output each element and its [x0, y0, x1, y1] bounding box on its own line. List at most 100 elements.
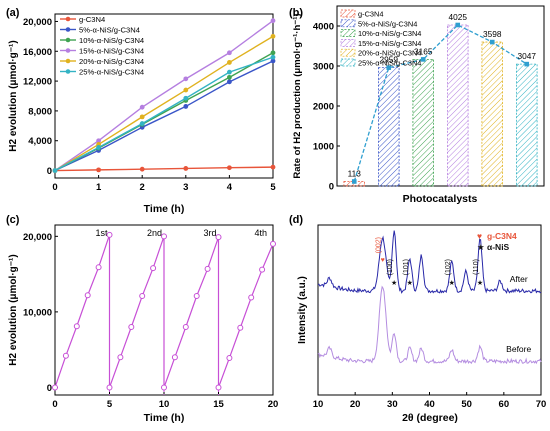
d-legend-label: g-C3N4	[487, 231, 517, 241]
b-bar	[516, 63, 538, 187]
a-series-line	[54, 35, 274, 172]
a-data-point	[227, 79, 232, 85]
d-xtick-label: 60	[499, 399, 510, 410]
c-data-point	[226, 354, 233, 361]
c-xtick-label: 10	[159, 399, 170, 410]
a-xtick-label: 0	[52, 182, 57, 193]
a-data-point	[270, 58, 276, 64]
a-ytick-label: 0	[47, 166, 52, 177]
a-data-point	[270, 18, 276, 24]
a-legend-label: 20%-α-NiS/g-C3N4	[79, 57, 144, 66]
c-data-point	[248, 294, 255, 301]
a-ytick-label: 12,000	[23, 77, 52, 88]
d-xtick-label: 40	[424, 399, 435, 410]
b-legend-label: 10%-α-NiS/g-C3N4	[358, 29, 421, 38]
panel-b: (b) 0 1000 2000 3000 4000 113 2959 3165 4025 359…	[289, 5, 545, 205]
b-value-label: 4025	[449, 12, 468, 22]
c-data-point	[84, 292, 91, 299]
b-ytick-label: 2000	[313, 102, 334, 113]
c-xtick-label: 15	[213, 399, 224, 410]
panel-d-xlabel: 2θ (degree)	[402, 412, 458, 424]
b-bar	[481, 41, 503, 187]
d-star-marker: ★	[391, 279, 397, 287]
c-cycle-label: 1st	[95, 228, 108, 238]
a-data-point	[139, 104, 145, 110]
a-legend-marker	[65, 48, 71, 53]
a-legend-label: 25%-α-NiS/g-C3N4	[79, 68, 144, 77]
d-legend-symbol: ♥	[477, 231, 482, 241]
a-legend-marker	[65, 37, 71, 43]
c-xtick-label: 0	[52, 399, 57, 410]
b-trend-line	[353, 24, 528, 182]
d-xtick-label: 10	[313, 399, 324, 410]
panel-b-xlabel: Photocatalysts	[403, 193, 478, 205]
d-heart-marker: ♥	[381, 257, 385, 264]
b-legend-label: 20%-α-NiS/g-C3N4	[358, 49, 421, 58]
a-data-point	[270, 50, 276, 56]
panel-a: (a) 0 1 2 3 4 5 0 4,000 8,000 12,000 16,000 20,000…	[6, 7, 276, 215]
b-trend-point	[489, 39, 495, 45]
c-data-point	[204, 265, 211, 272]
b-bar	[412, 59, 434, 187]
b-ytick-label: 0	[329, 182, 334, 193]
b-legend-swatch	[340, 58, 356, 67]
d-xtick-label: 20	[350, 399, 361, 410]
a-data-point	[227, 165, 232, 171]
a-data-point	[227, 50, 232, 56]
a-series-line	[54, 166, 274, 172]
a-data-point	[270, 33, 276, 39]
a-data-point	[270, 164, 276, 170]
d-star-marker: ★	[449, 279, 455, 287]
c-ytick-label: 20,000	[23, 232, 52, 243]
a-data-point	[183, 104, 189, 109]
panel-b-letter: (b)	[289, 7, 303, 19]
panel-a-xlabel: Time (h)	[144, 203, 185, 215]
b-value-label: 3047	[518, 51, 537, 61]
a-legend-label: 10%-α-NiS/g-C3N4	[79, 36, 144, 45]
d-pattern-line	[317, 230, 542, 294]
a-series-line	[54, 56, 274, 172]
a-data-point	[139, 121, 145, 126]
b-ytick-label: 4000	[313, 22, 334, 33]
a-ytick-label: 20,000	[23, 17, 52, 28]
panel-a-ylabel: H2 evolution (μmol·g⁻¹)	[8, 40, 19, 151]
c-ytick-label: 10,000	[23, 307, 52, 318]
b-legend-swatch	[340, 9, 356, 18]
c-data-point	[73, 323, 80, 330]
a-data-point	[139, 166, 145, 172]
a-legend-marker	[65, 69, 71, 74]
c-data-point	[62, 352, 69, 359]
panel-d-ylabel: Intensity (a.u.)	[297, 276, 308, 344]
c-data-point	[106, 231, 113, 238]
a-ytick-label: 4,000	[28, 136, 52, 147]
panel-c-xlabel: Time (h)	[144, 412, 185, 424]
c-data-point	[52, 384, 58, 391]
a-series-line	[54, 60, 274, 172]
d-xtick-label: 30	[387, 399, 398, 410]
b-bar	[446, 24, 469, 187]
d-legend-label: α-NiS	[487, 242, 510, 252]
d-plane-label: (002)	[376, 237, 383, 253]
c-data-point	[215, 384, 222, 391]
b-ytick-label: 1000	[313, 142, 334, 153]
a-data-point	[183, 87, 189, 93]
b-legend-label: g-C3N4	[358, 10, 383, 19]
a-legend-label: 5%-α-NiS/g-C3N4	[79, 26, 140, 35]
a-data-point	[183, 166, 189, 171]
c-data-point	[171, 354, 178, 361]
a-xtick-label: 3	[183, 182, 188, 193]
b-legend-label: 5%-α-NiS/g-C3N4	[358, 19, 417, 28]
a-data-point	[227, 60, 232, 65]
d-xtick-label: 50	[461, 399, 472, 410]
c-data-point	[259, 266, 266, 273]
a-data-point	[52, 168, 58, 173]
b-legend-swatch	[340, 19, 356, 28]
b-ytick-label: 3000	[313, 62, 334, 73]
panel-c-letter: (c)	[6, 214, 20, 226]
a-legend-marker	[65, 16, 71, 22]
a-data-point	[227, 74, 232, 80]
c-data-point	[150, 265, 157, 272]
c-xtick-label: 20	[268, 399, 279, 410]
